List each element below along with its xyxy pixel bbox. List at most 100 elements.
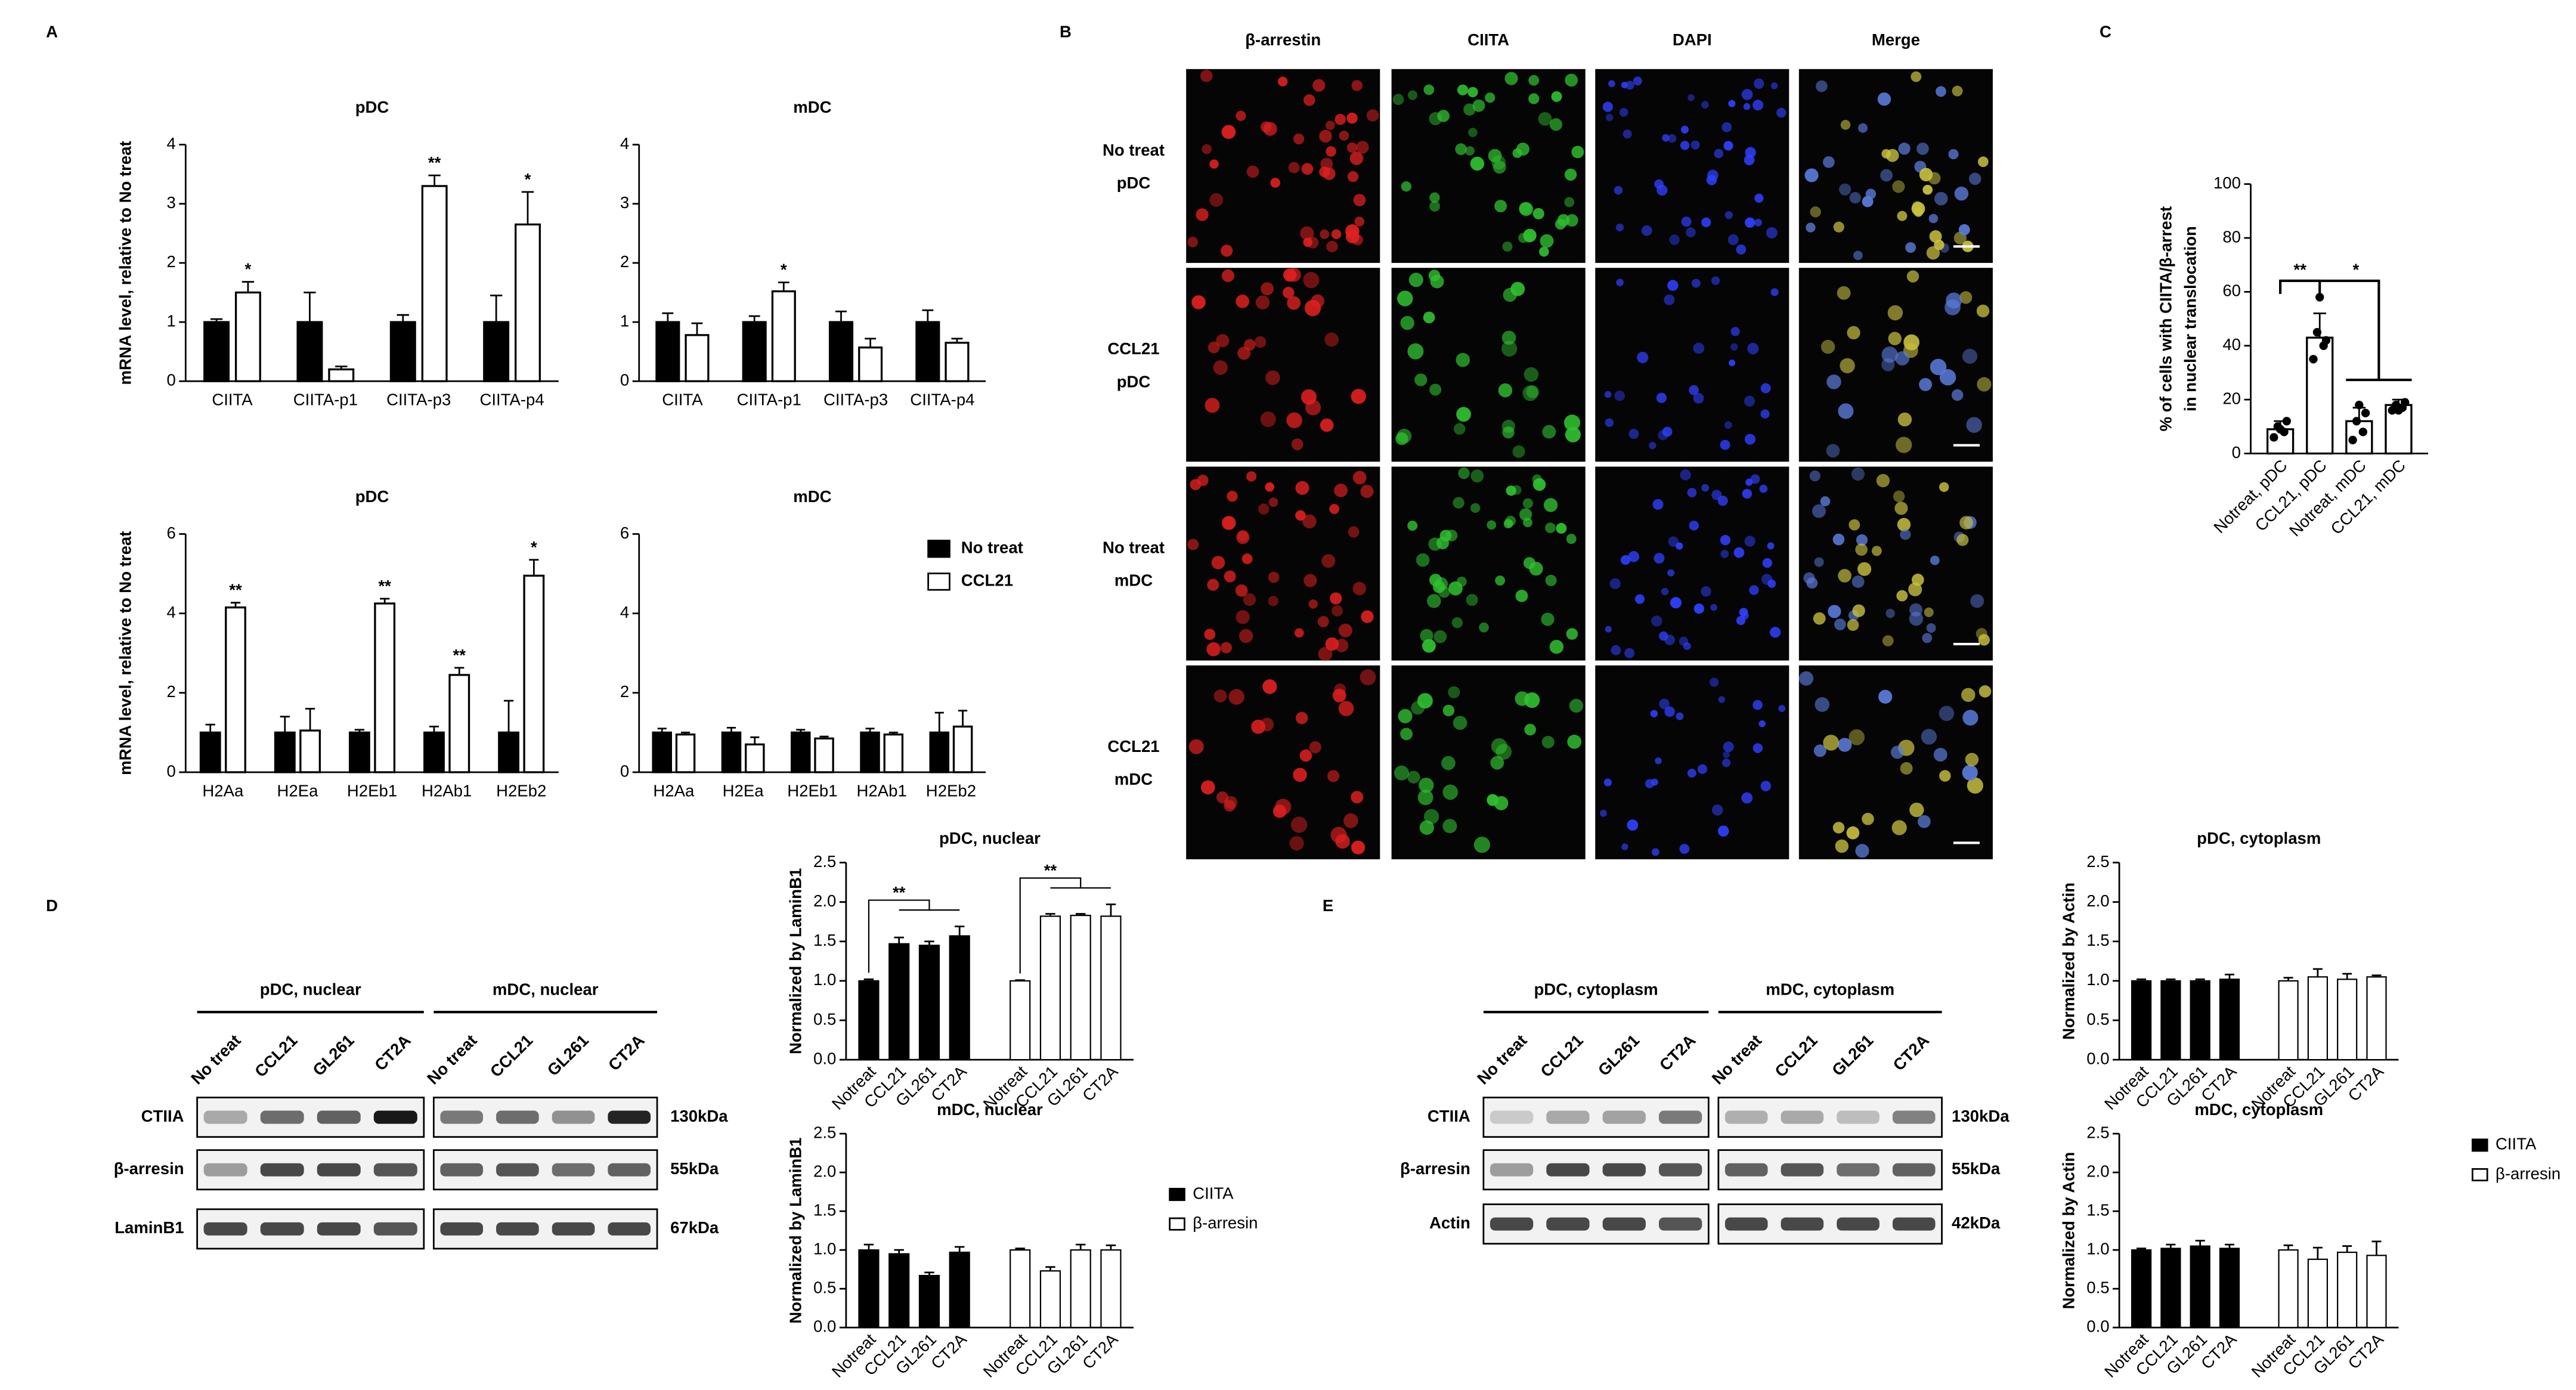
cell xyxy=(1495,575,1506,586)
data-point xyxy=(2355,401,2364,410)
cell xyxy=(1221,269,1235,282)
legend-swatch xyxy=(1169,1217,1185,1231)
cell xyxy=(1956,534,1969,546)
y-tick-label: 0.0 xyxy=(2086,1049,2109,1067)
blot-frame xyxy=(1717,1097,1943,1138)
cell xyxy=(1291,816,1308,833)
cell xyxy=(1326,120,1335,131)
cell xyxy=(1679,844,1690,855)
cell xyxy=(1806,222,1816,233)
cell xyxy=(1502,241,1513,252)
column-header: Merge xyxy=(1872,30,1920,49)
cell xyxy=(1288,162,1300,174)
cell xyxy=(1624,648,1635,658)
cell xyxy=(1655,757,1662,764)
cell xyxy=(1897,412,1912,427)
cell xyxy=(1556,522,1567,534)
blot-band xyxy=(1837,1110,1880,1124)
y-axis-label: mRNA level, relative to No treat xyxy=(116,141,134,385)
cell xyxy=(1954,186,1969,201)
cell xyxy=(1739,608,1748,617)
x-tick-label: CT2A xyxy=(1079,1062,1122,1105)
y-tick-label: 0.0 xyxy=(2086,1317,2109,1335)
cell xyxy=(1351,80,1363,91)
x-tick-label: CIITA-p4 xyxy=(479,391,544,409)
blot-band xyxy=(1602,1163,1646,1177)
error-bar xyxy=(954,925,965,936)
cell xyxy=(1228,689,1244,705)
bar xyxy=(790,731,811,773)
cell xyxy=(1724,421,1732,429)
cell xyxy=(1501,330,1516,345)
cell xyxy=(1220,642,1233,654)
bar xyxy=(685,334,710,382)
cell xyxy=(1669,234,1680,245)
bar xyxy=(2219,1247,2240,1329)
cell xyxy=(1428,537,1442,551)
y-tick-label: 1.5 xyxy=(813,931,836,949)
y-tick-label: 3 xyxy=(620,193,629,212)
cell xyxy=(1463,103,1476,116)
error-bar xyxy=(865,727,875,733)
cell xyxy=(1287,296,1301,310)
cell xyxy=(1895,351,1910,366)
cell xyxy=(1416,553,1430,567)
data-point xyxy=(2315,293,2324,302)
cell xyxy=(1813,612,1826,625)
cell xyxy=(1770,288,1779,296)
x-tick-label: CIITA-p3 xyxy=(386,391,451,409)
cell xyxy=(1814,557,1824,567)
chart-title: mDC xyxy=(793,487,831,506)
blot-band xyxy=(1837,1217,1880,1231)
cell xyxy=(1543,498,1558,512)
significance-bracket xyxy=(1019,877,1111,974)
error-bar xyxy=(2312,968,2323,977)
cell xyxy=(1311,294,1324,308)
cell xyxy=(1724,210,1733,219)
cell xyxy=(1457,84,1469,95)
cell xyxy=(1633,76,1642,86)
cell xyxy=(1936,86,1946,97)
bar xyxy=(2278,1249,2299,1329)
bar xyxy=(2160,1247,2181,1329)
bar xyxy=(918,945,940,1061)
bar xyxy=(918,1274,940,1329)
error-bar xyxy=(819,735,829,739)
bar xyxy=(348,731,370,773)
cell xyxy=(1744,434,1755,445)
cell xyxy=(1289,836,1304,851)
cell xyxy=(1330,592,1342,605)
cell xyxy=(1246,471,1257,482)
cell xyxy=(1305,400,1321,416)
cell xyxy=(1330,826,1347,843)
cell xyxy=(1243,593,1256,606)
bar xyxy=(2278,980,2299,1061)
y-tick-label: 60 xyxy=(2222,281,2241,300)
cell xyxy=(1847,326,1860,340)
panel-letter: A xyxy=(46,22,58,41)
row-label: No treat xyxy=(1103,141,1165,159)
cell xyxy=(1235,584,1248,597)
bar xyxy=(1100,1249,1122,1329)
cell xyxy=(1611,645,1621,655)
cell xyxy=(1911,573,1924,586)
cell xyxy=(1979,685,1992,698)
bar xyxy=(860,731,880,773)
y-tick-label: 4 xyxy=(620,134,629,153)
cell xyxy=(1470,156,1485,171)
cell xyxy=(1820,339,1835,354)
legend-swatch xyxy=(2472,1138,2488,1152)
cell xyxy=(1397,429,1412,444)
cell xyxy=(1283,287,1295,299)
significance: ** xyxy=(428,153,441,172)
bar xyxy=(2306,336,2334,455)
cell xyxy=(1604,391,1612,398)
legend-label: β-arresin xyxy=(2496,1164,2560,1182)
cell xyxy=(1278,76,1288,86)
blot-band xyxy=(1724,1110,1768,1124)
cell xyxy=(1504,72,1518,85)
cell xyxy=(1977,156,1989,168)
cell xyxy=(1453,423,1466,435)
cell xyxy=(1339,131,1349,141)
